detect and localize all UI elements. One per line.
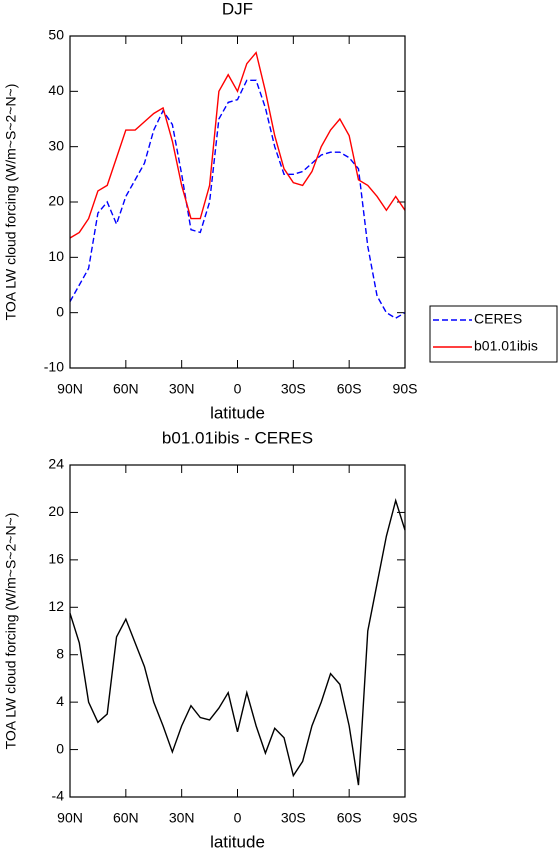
y-tick-label: 0 — [56, 303, 64, 319]
y-tick-label: 50 — [48, 27, 64, 43]
x-tick-label: 60S — [337, 810, 362, 826]
x-tick-label: 90N — [57, 810, 83, 826]
data-line — [69, 79, 406, 320]
y-tick-label: -10 — [44, 359, 64, 375]
y-tick-label: 0 — [56, 740, 64, 756]
plot-frame — [69, 464, 406, 798]
y-tick-label: 24 — [48, 456, 64, 472]
x-tick-label: 30S — [281, 810, 306, 826]
x-tick-label: 0 — [234, 381, 242, 397]
x-tick-label: 30N — [169, 381, 195, 397]
y-tick-label: 16 — [48, 551, 64, 567]
x-tick-label: 90N — [57, 381, 83, 397]
y-tick-label: 20 — [48, 503, 64, 519]
x-tick-label: 30S — [281, 381, 306, 397]
y-tick-label: 4 — [56, 693, 64, 709]
x-axis-label: latitude — [210, 832, 265, 851]
y-axis-label: TOA LW cloud forcing (W/m~S~2~N~) — [3, 513, 19, 750]
y-tick-label: 20 — [48, 193, 64, 209]
data-line — [69, 51, 406, 239]
x-tick-label: 60S — [337, 381, 362, 397]
y-tick-label: 8 — [56, 645, 64, 661]
x-tick-label: 90S — [393, 810, 418, 826]
legend-label: CERES — [474, 311, 522, 327]
x-tick-label: 0 — [234, 810, 242, 826]
x-tick-label: 30N — [169, 810, 195, 826]
chart-title: DJF — [222, 0, 253, 18]
x-tick-label: 90S — [393, 381, 418, 397]
chart-title: b01.01ibis - CERES — [162, 428, 313, 447]
legend-label: b01.01ibis — [474, 338, 538, 354]
x-tick-label: 60N — [113, 810, 139, 826]
plot-frame — [69, 35, 406, 369]
y-tick-label: -4 — [52, 788, 65, 804]
y-tick-label: 10 — [48, 248, 64, 264]
data-line — [69, 498, 406, 786]
y-tick-label: 40 — [48, 82, 64, 98]
legend-box — [429, 305, 558, 363]
x-tick-label: 60N — [113, 381, 139, 397]
x-axis-label: latitude — [210, 403, 265, 422]
y-tick-label: 30 — [48, 137, 64, 153]
y-tick-label: 12 — [48, 598, 64, 614]
y-axis-label: TOA LW cloud forcing (W/m~S~2~N~) — [3, 84, 19, 321]
